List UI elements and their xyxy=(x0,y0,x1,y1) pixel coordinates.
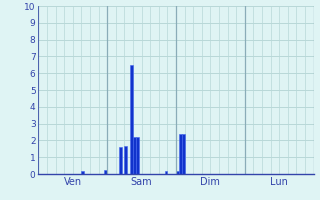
Bar xyxy=(182,134,185,174)
Bar xyxy=(164,171,167,174)
Bar xyxy=(130,65,133,174)
Bar xyxy=(81,171,84,174)
Bar xyxy=(179,134,182,174)
Bar xyxy=(176,171,179,174)
Bar xyxy=(124,146,127,174)
Bar xyxy=(133,137,136,174)
Bar xyxy=(119,147,122,174)
Bar xyxy=(104,170,107,174)
Bar xyxy=(136,137,139,174)
